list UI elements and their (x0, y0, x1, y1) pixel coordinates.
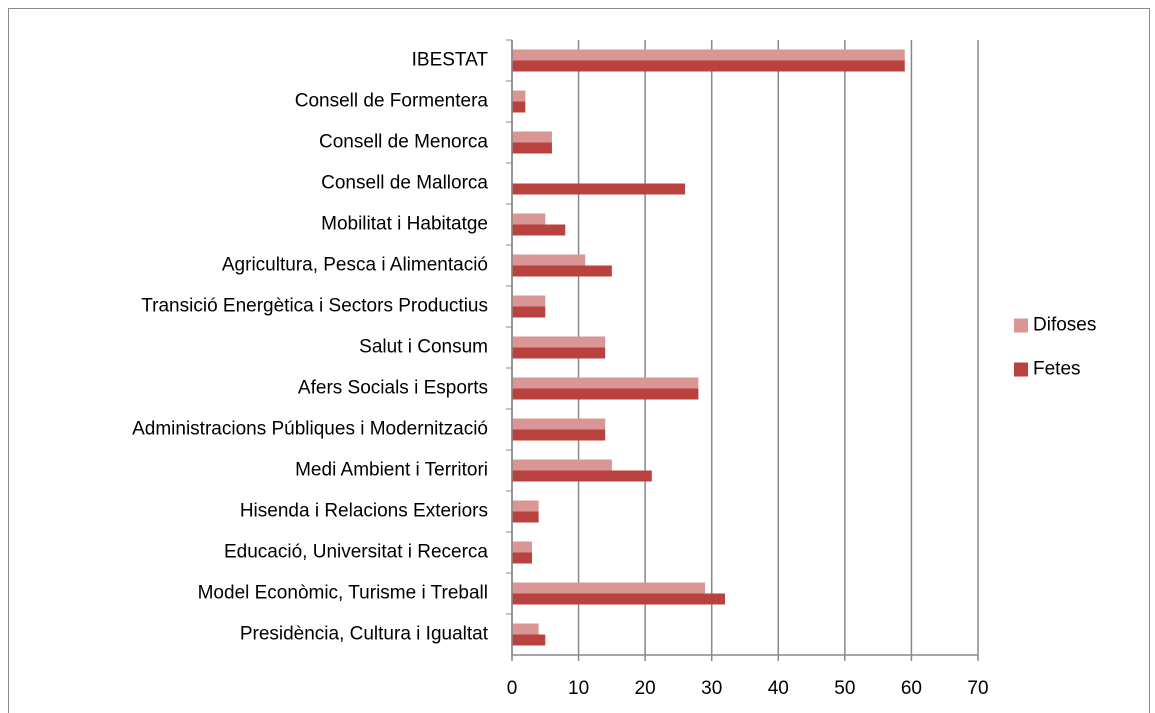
y-tick-label: Transició Energètica i Sectors Productiu… (141, 296, 488, 317)
bar (512, 593, 726, 605)
bar (512, 49, 905, 61)
y-tick-label: Educació, Universitat i Recerca (224, 542, 488, 563)
y-tick-label: Agricultura, Pesca i Alimentació (222, 255, 488, 276)
y-tick-label: Medi Ambient i Territori (295, 460, 488, 481)
bar (512, 347, 606, 359)
bar (512, 183, 686, 195)
bar (512, 336, 606, 348)
y-tick-label: Hisenda i Relacions Exteriors (240, 501, 488, 522)
bar (512, 582, 706, 594)
bar (512, 500, 539, 512)
bar (512, 470, 652, 482)
bar (512, 623, 539, 635)
legend-label: Difoses (1033, 315, 1096, 336)
y-tick-label: Mobilitat i Habitatge (321, 214, 488, 235)
bar (512, 142, 552, 154)
x-tick-label: 30 (701, 678, 722, 699)
bar (512, 541, 532, 553)
bar (512, 101, 526, 113)
bar (512, 265, 612, 277)
x-tick-label: 70 (967, 678, 988, 699)
y-tick-label: Consell de Formentera (295, 91, 489, 112)
bar (512, 388, 699, 400)
bar (512, 295, 546, 307)
y-tick-label: Presidència, Cultura i Igualtat (240, 624, 489, 645)
bar (512, 60, 905, 72)
y-tick-label: Salut i Consum (359, 337, 488, 358)
y-tick-label: Model Econòmic, Turisme i Treball (198, 583, 488, 604)
x-tick-label: 60 (901, 678, 922, 699)
chart-border (8, 8, 1150, 713)
bar (512, 224, 566, 236)
bar (512, 552, 532, 564)
y-tick-label: Consell de Mallorca (321, 173, 488, 194)
bar (512, 459, 612, 471)
y-tick-label: IBESTAT (412, 50, 489, 71)
bar (512, 213, 546, 225)
legend-swatch (1014, 318, 1028, 333)
bar (512, 511, 539, 523)
bar (512, 377, 699, 389)
x-tick-label: 10 (568, 678, 589, 699)
bar (512, 429, 606, 441)
bar (512, 131, 552, 143)
x-tick-label: 40 (768, 678, 789, 699)
x-tick-label: 20 (635, 678, 656, 699)
legend-label: Fetes (1033, 359, 1081, 380)
bar (512, 306, 546, 318)
y-tick-label: Afers Socials i Esports (298, 378, 488, 399)
legend-swatch (1014, 362, 1028, 377)
x-tick-label: 0 (507, 678, 518, 699)
y-tick-label: Consell de Menorca (319, 132, 488, 153)
bar (512, 90, 526, 102)
bar (512, 418, 606, 430)
y-tick-label: Administracions Públiques i Modernitzaci… (132, 419, 488, 440)
x-tick-label: 50 (834, 678, 855, 699)
bar (512, 254, 586, 266)
bar (512, 634, 546, 646)
